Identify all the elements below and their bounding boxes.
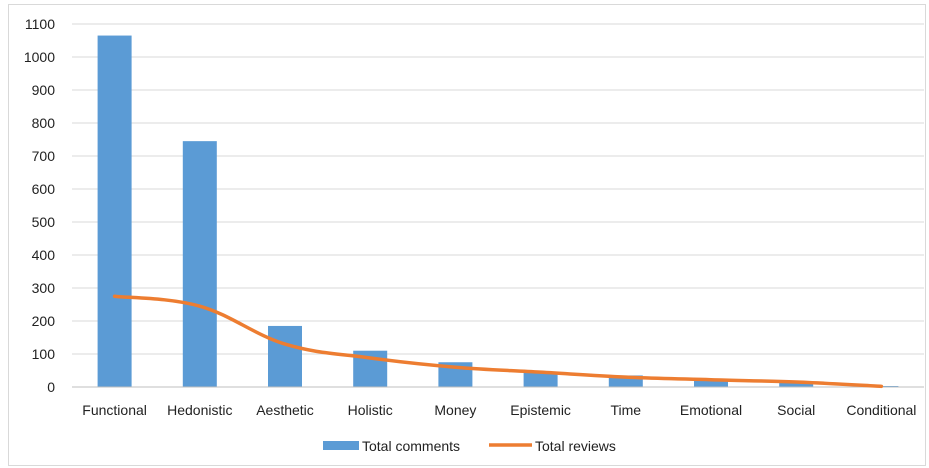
x-tick-label: Hedonistic (167, 402, 232, 418)
bar-aesthetic (268, 325, 302, 387)
x-tick-label: Aesthetic (256, 402, 314, 418)
y-tick-label: 900 (32, 82, 56, 98)
y-tick-label: 0 (47, 379, 55, 395)
y-tick-label: 100 (32, 346, 56, 362)
x-tick-label: Money (434, 402, 476, 418)
legend-label-total-reviews: Total reviews (535, 438, 616, 454)
x-tick-label: Time (611, 402, 642, 418)
y-tick-label: 200 (32, 313, 56, 329)
bar-time (608, 375, 643, 387)
bar-epistemic (523, 372, 558, 387)
x-tick-label: Social (777, 402, 815, 418)
y-tick-label: 800 (32, 115, 56, 131)
line-total-reviews (112, 294, 884, 389)
legend-label-total-comments: Total comments (362, 438, 460, 454)
x-tick-label: Functional (82, 402, 147, 418)
y-tick-label: 400 (32, 247, 56, 263)
y-tick-label: 300 (32, 280, 56, 296)
x-tick-label: Epistemic (510, 402, 571, 418)
legend: Total comments Total reviews (323, 438, 616, 454)
x-tick-label: Holistic (348, 402, 393, 418)
chart-frame (8, 4, 926, 466)
bar-emotional (694, 378, 728, 387)
y-tick-label: 700 (32, 148, 56, 164)
x-tick-label: Emotional (680, 402, 742, 418)
bar-functional (97, 35, 132, 388)
bars-total-comments (97, 35, 899, 388)
y-axis-ticks: 0 100 200 300 400 500 600 700 800 900 1000 1100 (24, 16, 55, 395)
y-tick-label: 1100 (25, 16, 55, 32)
y-tick-label: 600 (32, 181, 56, 197)
legend-swatch-total-comments (323, 441, 359, 450)
y-tick-label: 500 (32, 214, 56, 230)
bar-social (779, 382, 814, 387)
x-tick-label: Conditional (846, 402, 916, 418)
series-line-total-reviews (112, 294, 884, 389)
x-axis-ticks: Functional Hedonistic Aesthetic Holistic Mon… (82, 402, 916, 418)
bar-hedonistic (182, 141, 217, 387)
y-tick-label: 1000 (24, 49, 55, 65)
